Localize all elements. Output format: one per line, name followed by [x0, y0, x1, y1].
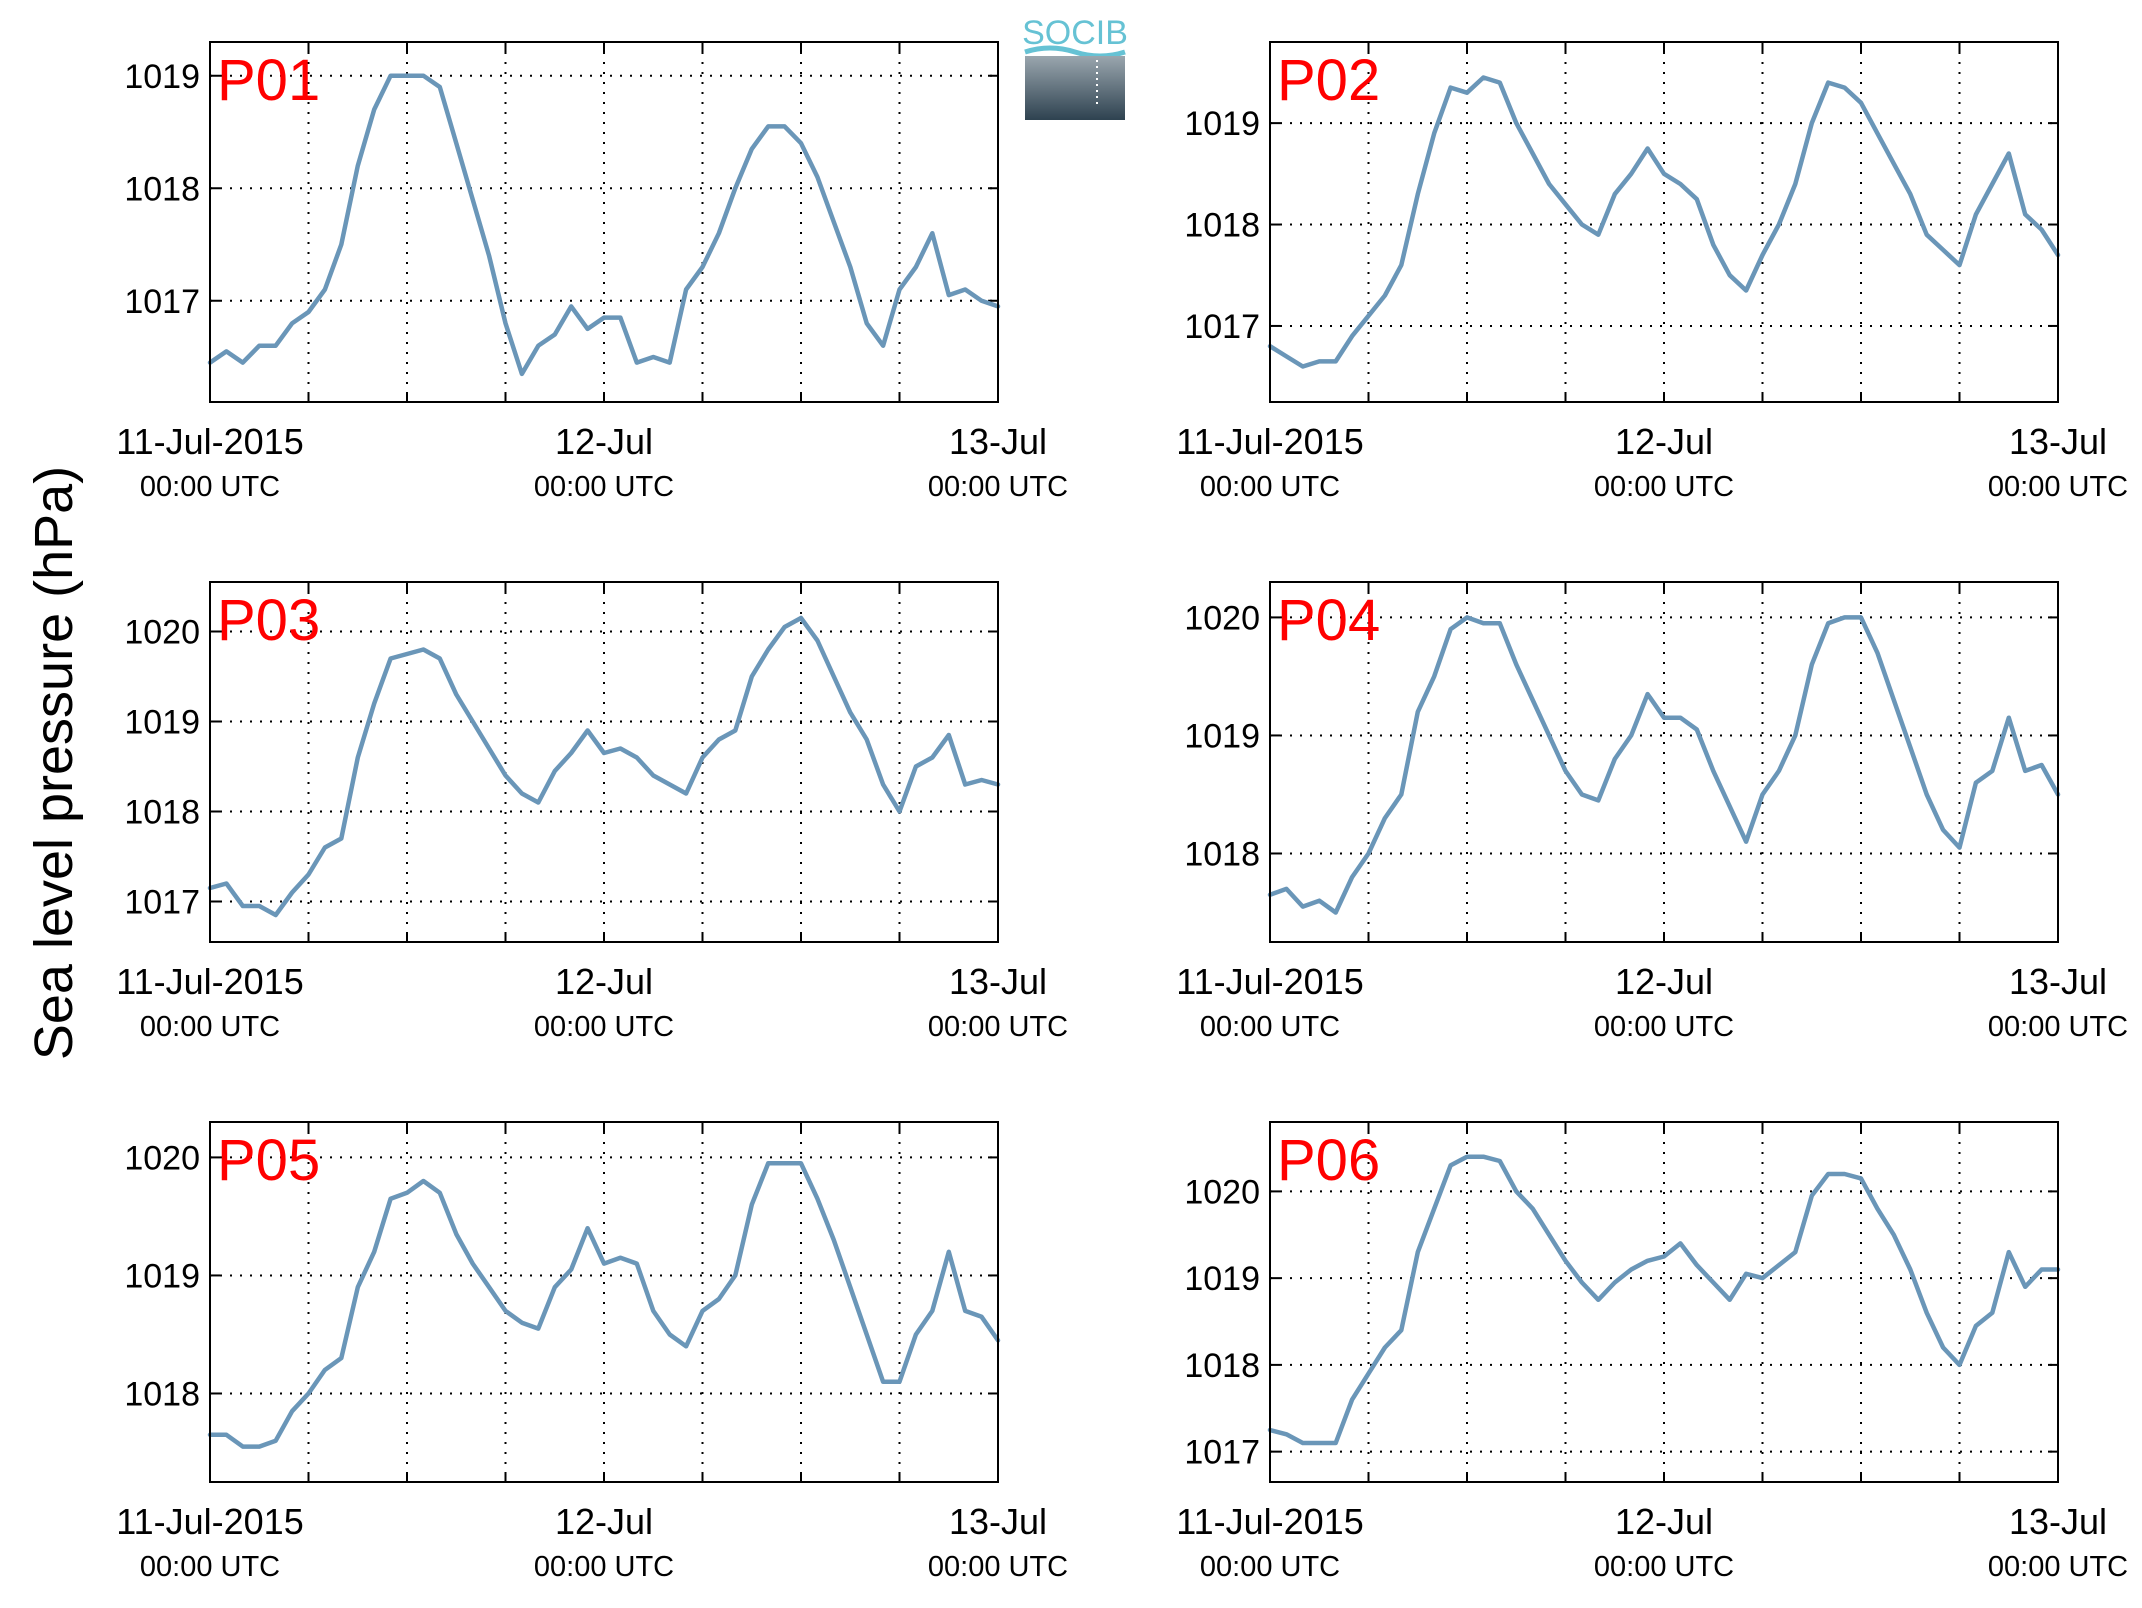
panel-p05: 1018 1019 1020 11-Jul-2015 00:00 UTC 12-Jul 00…	[116, 1121, 1068, 1583]
x-tick-label-date: 11-Jul-2015	[116, 961, 303, 1002]
y-tick-label: 1020	[124, 614, 200, 652]
x-tick-label-date: 12-Jul	[1615, 421, 1713, 462]
x-tick-label-date: 11-Jul-2015	[116, 1501, 303, 1542]
y-tick-label: 1019	[124, 704, 200, 742]
x-tick-label-time: 00:00 UTC	[1988, 471, 2128, 503]
y-tick-label: 1017	[124, 884, 200, 922]
panel-p03: 1017 1018 1019 1020 11-Jul-2015 00:00 UTC 12-J…	[116, 581, 1068, 1043]
y-tick-label: 1018	[124, 170, 200, 208]
x-tick-label-time: 00:00 UTC	[140, 471, 280, 503]
series-line	[207, 615, 1001, 918]
x-tick-label-date: 13-Jul	[949, 1501, 1047, 1542]
x-tick-label-date: 12-Jul	[555, 1501, 653, 1542]
plot-frame	[209, 1121, 999, 1483]
y-tick-label: 1017	[1184, 1434, 1260, 1472]
y-tick-label: 1020	[124, 1139, 200, 1177]
y-tick-label: 1019	[1184, 105, 1260, 143]
x-tick-label-date: 13-Jul	[2009, 421, 2107, 462]
x-tick-label-date: 11-Jul-2015	[1176, 421, 1363, 462]
x-tick-label-time: 00:00 UTC	[1200, 1551, 1340, 1583]
x-tick-label-time: 00:00 UTC	[1988, 1011, 2128, 1043]
y-tick-label: 1018	[124, 794, 200, 832]
y-tick-label: 1017	[124, 283, 200, 321]
y-tick-label: 1020	[1184, 599, 1260, 637]
x-tick-label-date: 13-Jul	[949, 421, 1047, 462]
x-tick-label-date: 13-Jul	[2009, 961, 2107, 1002]
y-axis-label: Sea level pressure (hPa)	[24, 466, 84, 1060]
x-tick-label-date: 12-Jul	[555, 421, 653, 462]
x-tick-label-date: 11-Jul-2015	[1176, 961, 1363, 1002]
y-tick-label: 1019	[124, 1257, 200, 1295]
x-tick-label-time: 00:00 UTC	[1200, 1011, 1340, 1043]
y-tick-label: 1018	[124, 1375, 200, 1413]
y-tick-label: 1019	[1184, 1260, 1260, 1298]
series-line	[207, 73, 1001, 377]
x-tick-label-time: 00:00 UTC	[1594, 471, 1734, 503]
y-tick-label: 1017	[1184, 308, 1260, 346]
x-tick-label-time: 00:00 UTC	[1988, 1551, 2128, 1583]
x-tick-label-time: 00:00 UTC	[534, 1011, 674, 1043]
socib-logo: SOCIB	[1022, 14, 1128, 120]
x-tick-label-time: 00:00 UTC	[928, 1011, 1068, 1043]
panel-p06: 1017 1018 1019 1020 11-Jul-2015 00:00 UTC 12-J…	[1176, 1121, 2128, 1583]
x-tick-label-time: 00:00 UTC	[140, 1551, 280, 1583]
plot-frame	[1269, 41, 2059, 403]
series-line	[1267, 615, 2061, 915]
x-tick-label-date: 11-Jul-2015	[1176, 1501, 1363, 1542]
x-tick-label-date: 11-Jul-2015	[116, 421, 303, 462]
panel-p02: 1017 1018 1019 11-Jul-2015 00:00 UTC 12-Jul 00…	[1176, 41, 2128, 503]
series-line	[1267, 1154, 2061, 1446]
panel-p04: 1018 1019 1020 11-Jul-2015 00:00 UTC 12-Jul 00…	[1176, 581, 2128, 1043]
panel-label: P05	[217, 1128, 320, 1193]
socib-logo-block	[1025, 56, 1125, 120]
series-line	[207, 1161, 1001, 1449]
y-tick-label: 1019	[1184, 717, 1260, 755]
x-tick-label-time: 00:00 UTC	[928, 471, 1068, 503]
plot-frame	[209, 41, 999, 403]
panels: 1017 1018 1019 11-Jul-2015 00:00 UTC 12-Jul 00…	[116, 41, 2128, 1583]
x-tick-label-time: 00:00 UTC	[534, 1551, 674, 1583]
panel-label: P04	[1277, 588, 1380, 653]
panel-label: P01	[217, 48, 320, 113]
plot-frame	[1269, 581, 2059, 943]
x-tick-label-date: 12-Jul	[1615, 1501, 1713, 1542]
x-tick-label-time: 00:00 UTC	[928, 1551, 1068, 1583]
y-tick-label: 1018	[1184, 835, 1260, 873]
plot-frame	[209, 581, 999, 943]
panel-label: P02	[1277, 48, 1380, 113]
plot-frame	[1269, 1121, 2059, 1483]
y-tick-label: 1020	[1184, 1173, 1260, 1211]
x-tick-label-date: 12-Jul	[555, 961, 653, 1002]
x-tick-label-time: 00:00 UTC	[1200, 471, 1340, 503]
y-tick-label: 1019	[124, 58, 200, 96]
panel-label: P06	[1277, 1128, 1380, 1193]
panel-p01: 1017 1018 1019 11-Jul-2015 00:00 UTC 12-Jul 00…	[116, 41, 1068, 503]
x-tick-label-date: 12-Jul	[1615, 961, 1713, 1002]
x-tick-label-time: 00:00 UTC	[1594, 1551, 1734, 1583]
socib-logo-text: SOCIB	[1022, 14, 1128, 52]
panel-label: P03	[217, 588, 320, 653]
x-tick-label-time: 00:00 UTC	[534, 471, 674, 503]
x-tick-label-date: 13-Jul	[949, 961, 1047, 1002]
series-line	[1267, 75, 2061, 369]
x-tick-label-time: 00:00 UTC	[1594, 1011, 1734, 1043]
socib-logo-wave	[1024, 45, 1126, 59]
y-tick-label: 1018	[1184, 1347, 1260, 1385]
y-tick-label: 1018	[1184, 207, 1260, 245]
x-tick-label-date: 13-Jul	[2009, 1501, 2107, 1542]
x-tick-label-time: 00:00 UTC	[140, 1011, 280, 1043]
